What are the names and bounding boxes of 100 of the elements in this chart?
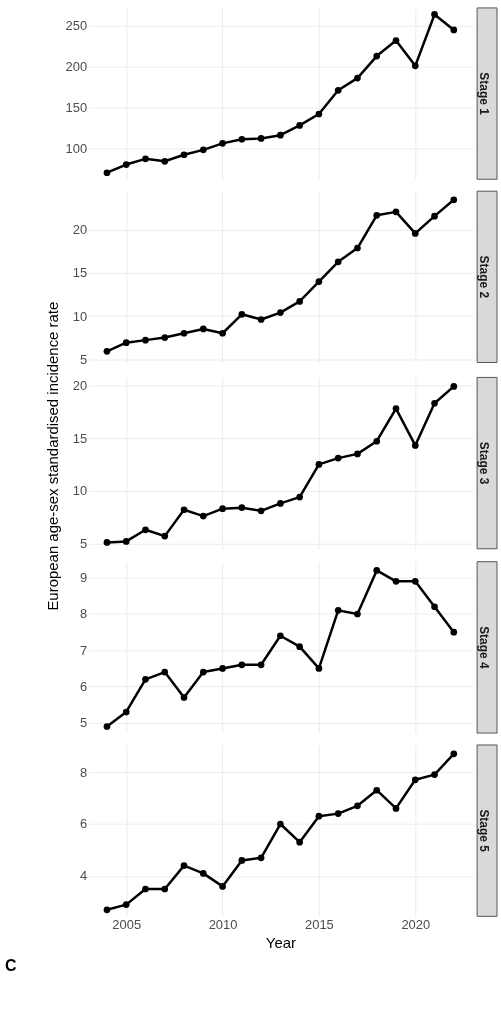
point	[122, 161, 130, 168]
y-tick-label: 8	[79, 764, 88, 780]
point	[199, 512, 207, 520]
point	[296, 298, 303, 305]
point	[122, 339, 130, 347]
point	[315, 461, 323, 468]
point	[354, 244, 361, 252]
point	[392, 208, 400, 216]
point	[238, 661, 246, 669]
point	[411, 577, 419, 585]
point	[219, 329, 226, 337]
text: Stage 5	[476, 809, 491, 853]
point	[161, 532, 169, 540]
point	[238, 135, 246, 143]
y-tick-label: 9	[79, 570, 88, 586]
point	[277, 131, 284, 139]
x-tick-label: 2005	[112, 916, 142, 932]
point	[103, 169, 111, 177]
text: Stage 1	[476, 72, 491, 116]
point	[450, 26, 458, 34]
y-tick-label: 20	[72, 222, 88, 238]
point	[257, 135, 265, 142]
point	[199, 325, 207, 333]
point	[373, 567, 381, 574]
point	[334, 86, 342, 94]
point	[296, 643, 303, 650]
point	[122, 538, 130, 545]
point	[103, 539, 111, 546]
point	[257, 661, 265, 669]
point	[257, 854, 265, 862]
point	[219, 505, 226, 513]
point	[219, 883, 226, 890]
y-tick-label: 10	[72, 483, 88, 499]
point	[257, 316, 265, 323]
point	[180, 694, 188, 701]
y-tick-label: 20	[72, 377, 88, 393]
point	[219, 140, 226, 147]
point	[238, 857, 246, 864]
point	[392, 577, 400, 585]
point	[392, 37, 400, 44]
point	[199, 146, 207, 154]
point	[296, 838, 303, 846]
text: Stage 3	[476, 441, 491, 485]
point	[354, 74, 361, 82]
point	[392, 805, 400, 812]
point	[411, 776, 419, 784]
y-tick-label: 6	[79, 816, 88, 832]
point	[122, 901, 130, 908]
point	[296, 122, 303, 129]
point	[161, 334, 169, 341]
y-tick-label: 10	[72, 308, 88, 324]
point	[142, 155, 149, 163]
point	[411, 230, 419, 237]
point	[450, 383, 458, 390]
text: Stage 2	[476, 255, 491, 299]
point	[103, 723, 111, 730]
point	[373, 437, 381, 445]
point	[257, 507, 265, 515]
y-tick-label: 100	[65, 140, 88, 156]
point	[219, 665, 226, 672]
point	[373, 786, 381, 794]
x-tick-label: 2020	[401, 916, 431, 932]
point	[161, 885, 169, 893]
point	[296, 493, 303, 501]
y-tick-label: 200	[65, 59, 88, 75]
point	[431, 603, 438, 611]
y-axis-title: European age-sex standardised incidence rate	[43, 301, 61, 611]
point	[180, 862, 188, 869]
point	[277, 820, 284, 828]
text: Stage 4	[476, 626, 491, 669]
x-tick-label: 2010	[208, 916, 238, 932]
point	[277, 309, 284, 316]
text: C	[4, 957, 17, 975]
point	[103, 347, 111, 355]
point	[315, 812, 323, 820]
point	[122, 708, 130, 716]
x-axis-title: Year	[265, 933, 296, 951]
y-tick-label: 15	[72, 430, 88, 446]
point	[199, 668, 207, 676]
point	[334, 810, 342, 817]
y-tick-label: 7	[79, 642, 88, 658]
y-tick-label: 5	[79, 715, 88, 731]
point	[180, 151, 188, 159]
point	[431, 11, 438, 18]
point	[354, 450, 361, 458]
y-tick-label: 8	[79, 606, 88, 622]
point	[142, 675, 149, 683]
point	[180, 506, 188, 514]
point	[315, 665, 323, 672]
point	[277, 500, 284, 507]
point	[334, 607, 342, 614]
point	[411, 442, 419, 449]
point	[450, 196, 458, 204]
point	[450, 628, 458, 636]
point	[142, 526, 149, 534]
point	[315, 278, 323, 285]
y-tick-label: 6	[79, 679, 88, 695]
point	[161, 157, 169, 165]
point	[411, 62, 419, 70]
point	[238, 504, 246, 511]
